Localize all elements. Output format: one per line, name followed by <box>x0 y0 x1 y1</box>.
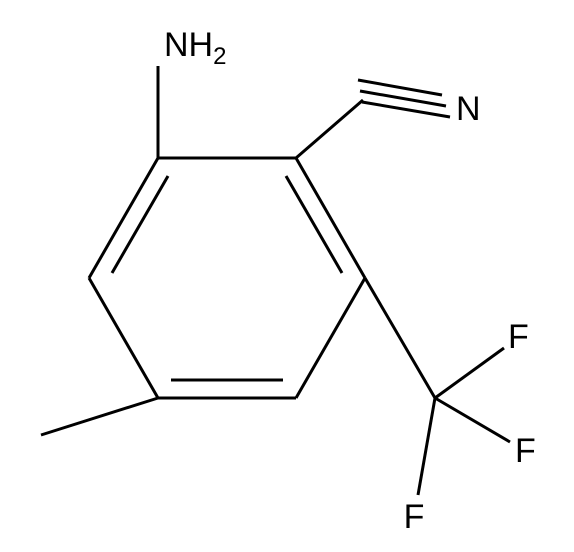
bond-ring-br <box>296 278 365 398</box>
label-n: N <box>456 90 481 128</box>
label-f-top: F <box>508 318 529 356</box>
benzene-ring <box>89 158 365 398</box>
bond-ring-bl <box>89 278 158 398</box>
molecule-diagram: NH2 N F F F <box>0 0 574 552</box>
bond-methyl <box>41 398 158 435</box>
bond-ring-tl-outer <box>89 158 158 278</box>
bond-cf3-c <box>365 278 435 398</box>
label-nh2: NH2 <box>164 26 226 70</box>
atom-labels: NH2 N F F F <box>164 26 536 536</box>
bond-f-right <box>435 398 510 442</box>
label-f-right: F <box>515 432 536 470</box>
bond-f-top <box>435 348 504 398</box>
label-f-bottom: F <box>404 498 425 536</box>
bond-cyano-triple <box>358 80 450 117</box>
bond-cyano-c <box>296 100 363 158</box>
bond-f-bottom <box>418 398 435 495</box>
bond-ring-tr-outer <box>296 158 365 278</box>
